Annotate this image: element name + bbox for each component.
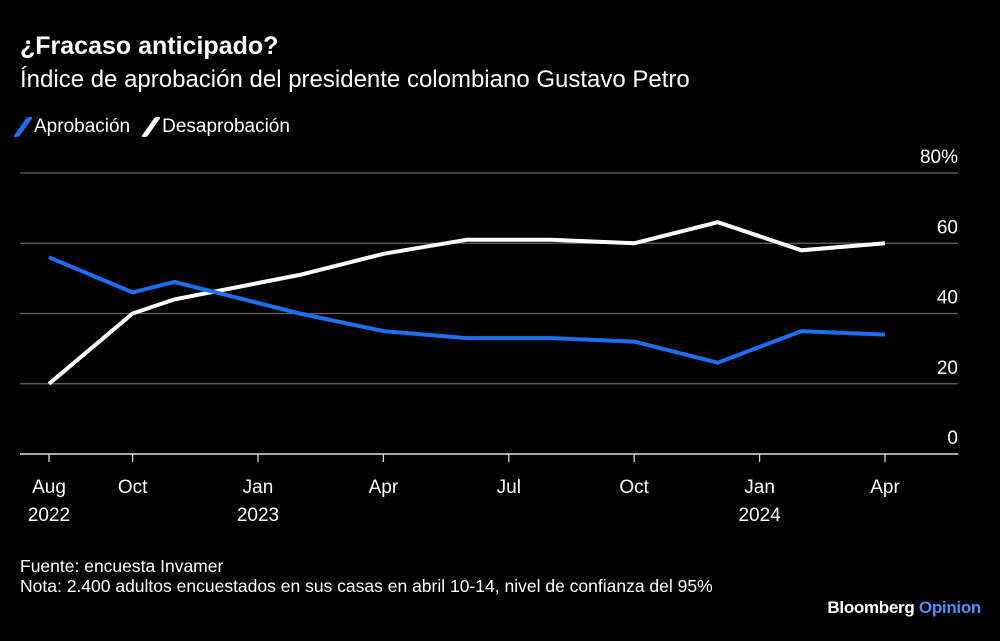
- x-tick-year-label: 2023: [237, 505, 279, 526]
- logo-section: Opinion: [918, 598, 981, 617]
- chart-subtitle: Índice de aprobación del presidente colo…: [20, 66, 690, 93]
- legend-label-disapproval: Desaprobación: [162, 116, 290, 137]
- x-tick-label: Oct: [619, 477, 649, 498]
- legend-item-approval: Aprobación: [12, 116, 131, 138]
- x-tick-label: Jan: [744, 477, 775, 498]
- methodology-note: Nota: 2.400 adultos encuestados en sus c…: [20, 576, 713, 596]
- y-tick-label: 40: [937, 288, 958, 309]
- series-line-approval: [48, 255, 886, 365]
- y-tick-label: 0: [947, 428, 958, 449]
- y-tick-label: 20: [937, 358, 958, 379]
- y-tick-label: 80%: [920, 147, 958, 168]
- logo-brand: Bloomberg: [827, 598, 915, 617]
- x-tick-label: Oct: [118, 477, 148, 498]
- x-tick-label: Jan: [243, 477, 274, 498]
- x-tick-label: Jul: [497, 477, 521, 498]
- legend-label-approval: Aprobación: [34, 116, 131, 137]
- x-tick-year-label: 2022: [28, 505, 70, 526]
- legend-item-disapproval: Desaprobación: [141, 116, 290, 138]
- y-tick-label: 60: [937, 217, 958, 238]
- source-note: Fuente: encuesta Invamer: [20, 556, 224, 576]
- footer: Fuente: encuesta Invamer Nota: 2.400 adu…: [20, 556, 810, 596]
- series-line-disapproval: [47, 220, 886, 386]
- bloomberg-opinion-logo: Bloomberg Opinion: [827, 598, 981, 618]
- x-tick-label: Aug: [32, 477, 66, 498]
- legend: Aprobación Desaprobación: [12, 116, 290, 138]
- chart-title: ¿Fracaso anticipado?: [20, 32, 279, 60]
- x-tick-label: Apr: [870, 477, 900, 498]
- x-tick-label: Apr: [369, 477, 399, 498]
- x-tick-year-label: 2024: [738, 505, 781, 526]
